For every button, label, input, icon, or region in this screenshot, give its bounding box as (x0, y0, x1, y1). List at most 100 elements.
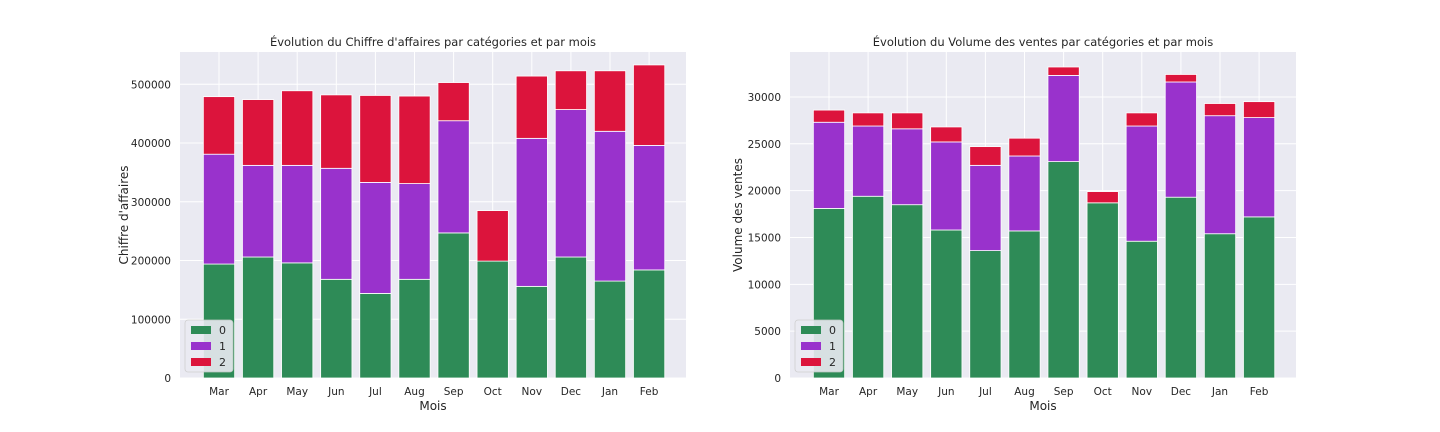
y-tick-label: 20000 (748, 186, 781, 198)
chart-volume: 0 5000 10000 15000 20000 25000 30000 Mar Apr May… (731, 34, 1296, 413)
y-tick-label: 300000 (131, 197, 171, 209)
y-tick-label: 15000 (748, 232, 781, 244)
y-tick-label: 100000 (131, 314, 171, 326)
legend-label-0: 0 (829, 324, 836, 337)
bar-segment-1 (1164, 81, 1197, 198)
bar-segment-0 (1164, 196, 1197, 379)
legend-swatch-0 (191, 326, 211, 334)
x-tick-label: Apr (859, 386, 878, 398)
bar-segment-0 (242, 256, 275, 379)
bar-segment-0 (554, 256, 587, 379)
bar-segment-1 (242, 164, 275, 258)
legend-swatch-1 (191, 342, 211, 350)
bar-segment-0 (1047, 161, 1080, 379)
bar-segment-2 (969, 146, 1002, 166)
bar-segment-0 (1086, 202, 1119, 379)
legend-label-1: 1 (219, 340, 226, 353)
bar-segment-2 (930, 126, 963, 143)
legend-swatch-2 (191, 358, 211, 366)
bar-segment-2 (1243, 101, 1276, 118)
bar-segment-1 (1125, 125, 1158, 242)
bar-segment-1 (1047, 75, 1080, 163)
y-tick-label: 200000 (131, 256, 171, 268)
bar-segment-0 (891, 204, 924, 379)
x-tick-label: Nov (522, 386, 543, 398)
bar-segment-1 (398, 183, 431, 280)
bar-segment-2 (242, 99, 275, 166)
bar-segment-1 (1243, 117, 1276, 218)
y-tick-label: 25000 (748, 139, 781, 151)
bar-segment-0 (593, 280, 627, 379)
bar-segment-1 (1203, 115, 1237, 235)
bar-segment-0 (1008, 230, 1041, 379)
bar-segment-2 (281, 90, 314, 166)
bar-segment-2 (515, 75, 548, 139)
x-tick-label: Jul (368, 386, 382, 398)
legend-label-1: 1 (829, 340, 836, 353)
y-tick-label: 10000 (748, 279, 781, 291)
bar-segment-2 (202, 96, 236, 155)
bar-segment-0 (852, 195, 885, 379)
bar-segment-2 (1164, 74, 1197, 83)
y-tick-label: 5000 (754, 326, 781, 338)
bar-segment-0 (633, 269, 666, 379)
legend-swatch-1 (801, 342, 821, 350)
bar-segment-2 (812, 109, 846, 123)
bar-segment-0 (1243, 216, 1276, 379)
y-tick-label: 400000 (131, 138, 171, 150)
bar-segment-1 (202, 153, 236, 265)
bar-segment-1 (359, 181, 392, 294)
x-tick-label: Mar (209, 386, 229, 398)
y-tick-label: 30000 (748, 92, 781, 104)
bar-segment-2 (633, 64, 666, 146)
bar-segment-1 (930, 141, 963, 231)
y-tick-label: 0 (774, 373, 781, 385)
bars (812, 66, 1276, 379)
bar-segment-2 (554, 70, 587, 110)
bar-segment-2 (437, 82, 470, 122)
x-tick-label: Dec (1171, 386, 1192, 398)
x-tick-labels: Mar Apr May Jun Jul Aug Sep Oct Nov Dec Jan Feb (819, 386, 1269, 398)
x-tick-label: Mar (819, 386, 839, 398)
x-tick-label: Feb (640, 386, 659, 398)
bar-segment-0 (515, 285, 548, 379)
bar-segment-2 (1086, 191, 1119, 204)
legend: 0 1 2 (794, 319, 844, 373)
bar-segment-2 (476, 210, 509, 262)
bar-segment-0 (398, 278, 431, 379)
bar-segment-0 (476, 260, 509, 379)
y-tick-label: 0 (164, 373, 171, 385)
bar-segment-0 (359, 293, 392, 379)
x-tick-label: Jan (1211, 386, 1228, 398)
bar-segment-1 (852, 125, 885, 197)
x-axis-label: Mois (1029, 399, 1056, 413)
y-axis-label: Volume des ventes (731, 158, 745, 272)
bar-segment-0 (1125, 240, 1158, 379)
bar-segment-1 (969, 164, 1002, 251)
x-tick-label: May (896, 386, 918, 398)
x-tick-label: Jun (937, 386, 954, 398)
x-tick-label: Jun (327, 386, 344, 398)
chart-title: Évolution du Volume des ventes par catég… (873, 34, 1213, 49)
bar-segment-0 (281, 262, 314, 379)
x-tick-label: Oct (1094, 386, 1112, 398)
legend-label-2: 2 (829, 356, 836, 369)
x-tick-label: Jan (601, 386, 618, 398)
bar-segment-1 (891, 128, 924, 206)
x-tick-label: Feb (1250, 386, 1269, 398)
bar-segment-0 (930, 229, 963, 379)
bar-segment-1 (281, 164, 314, 264)
bar-segment-2 (320, 94, 353, 169)
bar-segment-2 (1125, 112, 1158, 127)
bar-segment-2 (852, 112, 885, 127)
x-tick-label: Dec (561, 386, 582, 398)
legend-label-2: 2 (219, 356, 226, 369)
x-tick-label: Apr (249, 386, 268, 398)
bar-segment-2 (1203, 103, 1237, 117)
bar-segment-2 (1047, 66, 1080, 76)
x-tick-label: Jul (978, 386, 992, 398)
x-tick-label: Aug (1014, 386, 1035, 398)
bar-segment-1 (320, 167, 353, 280)
